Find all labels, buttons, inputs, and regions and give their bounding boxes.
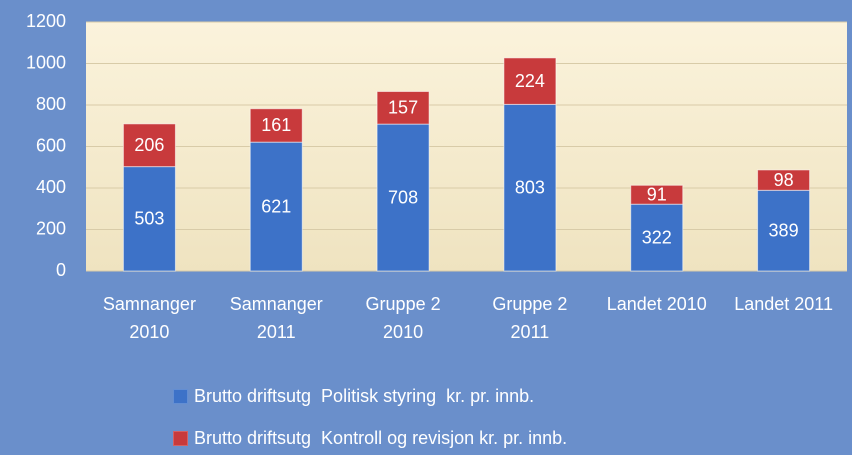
bar-segment [630, 203, 684, 272]
data-label: 224 [515, 71, 545, 91]
y-tick-label: 800 [36, 94, 66, 114]
bar-segment [757, 189, 811, 272]
y-tick-label: 1200 [26, 11, 66, 31]
x-tick-label: Samnanger 2010 [102, 294, 196, 342]
bar-segment [503, 57, 557, 105]
data-label: 708 [388, 187, 418, 207]
legend-swatch [173, 431, 188, 446]
x-tick-label: Landet 2010 [606, 294, 707, 314]
data-label: 91 [647, 184, 667, 204]
data-label: 161 [261, 115, 291, 135]
x-tick-label: Gruppe 2 2011 [492, 294, 568, 342]
x-tick-label: Gruppe 2 2010 [365, 294, 441, 342]
data-label: 322 [642, 227, 672, 247]
y-tick-label: 0 [56, 260, 66, 280]
bar-segment [376, 91, 430, 125]
legend-swatch [173, 389, 188, 404]
bar-segment [249, 108, 303, 143]
y-tick-label: 400 [36, 177, 66, 197]
legend-item: Brutto driftsutg Politisk styring kr. pr… [173, 386, 534, 407]
data-label: 389 [769, 220, 799, 240]
data-label: 803 [515, 177, 545, 197]
legend-label: Brutto driftsutg Kontroll og revisjon kr… [194, 428, 568, 448]
legend-label: Brutto driftsutg Politisk styring kr. pr… [194, 386, 535, 406]
data-label: 621 [261, 196, 291, 216]
bar-segment [122, 123, 176, 168]
data-label: 157 [388, 98, 418, 118]
bar-segment [757, 169, 811, 191]
data-label: 206 [134, 135, 164, 155]
bar-segment [630, 184, 684, 205]
legend-item: Brutto driftsutg Kontroll og revisjon kr… [173, 428, 567, 449]
data-label: 98 [774, 170, 794, 190]
bar-segment [376, 123, 430, 272]
y-tick-label: 200 [36, 218, 66, 238]
x-tick-label: Landet 2011 [734, 294, 833, 314]
bar-segment [122, 166, 176, 272]
bar-segment [249, 141, 303, 272]
y-tick-label: 600 [36, 135, 66, 155]
data-label: 503 [134, 209, 164, 229]
x-tick-label: Samnanger 2011 [229, 294, 323, 342]
y-tick-label: 1000 [26, 52, 66, 72]
